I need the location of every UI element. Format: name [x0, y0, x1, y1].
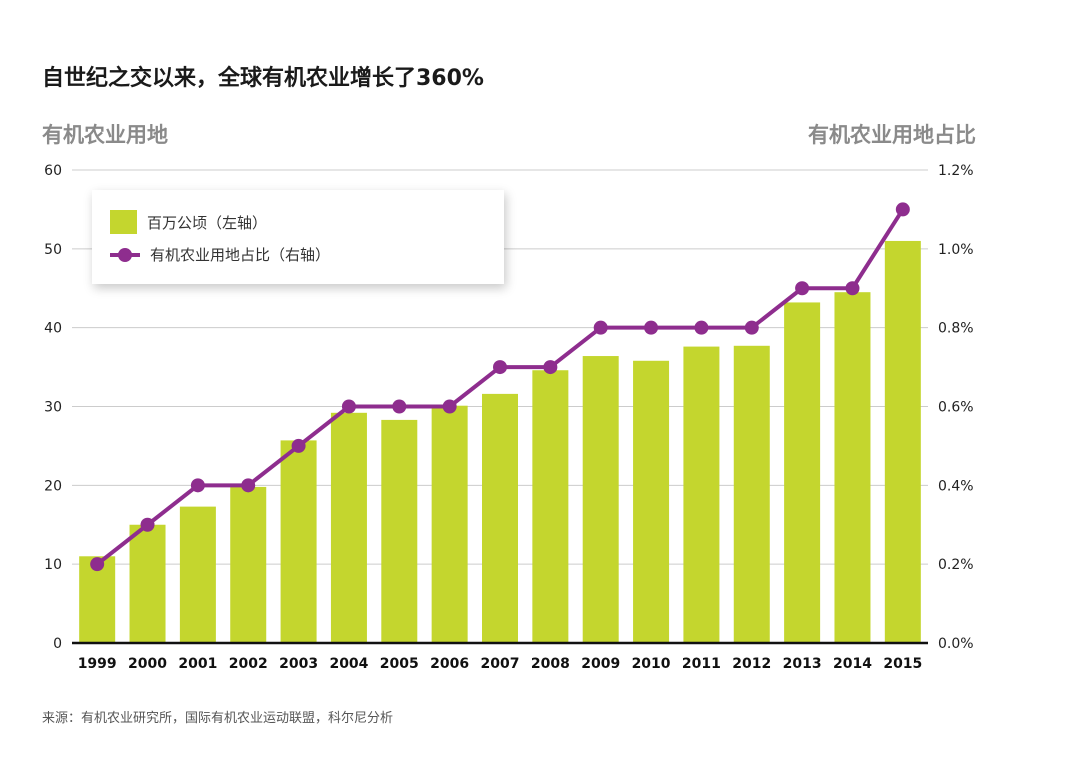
share-point	[543, 360, 558, 375]
right-tick-label: 0.2%	[938, 557, 974, 573]
bar	[733, 345, 770, 643]
right-tick-label: 0.6%	[938, 400, 974, 416]
left-tick-label: 0	[53, 636, 62, 652]
bar	[784, 302, 821, 643]
right-axis-title: 有机农业用地占比	[808, 123, 976, 147]
left-tick-label: 40	[44, 321, 62, 337]
share-point	[895, 202, 910, 217]
right-tick-label: 0.8%	[938, 321, 974, 337]
share-point	[442, 399, 457, 414]
x-tick-label: 2005	[380, 656, 419, 672]
share-point	[593, 320, 608, 335]
share-point	[392, 399, 407, 414]
x-tick-label: 2015	[883, 656, 922, 672]
x-tick-label: 2008	[531, 656, 570, 672]
bar	[381, 419, 418, 643]
x-tick-label: 2012	[732, 656, 771, 672]
x-tick-label: 2003	[279, 656, 318, 672]
bar	[230, 486, 267, 643]
bar	[431, 405, 468, 643]
bar	[834, 292, 871, 643]
share-point	[241, 478, 256, 493]
share-point	[140, 517, 155, 532]
left-tick-label: 30	[44, 400, 62, 416]
share-point	[341, 399, 356, 414]
share-point	[90, 557, 105, 572]
bar	[884, 240, 921, 643]
x-tick-label: 2014	[833, 656, 872, 672]
share-point	[493, 360, 507, 375]
share-point	[845, 281, 860, 296]
bar	[280, 440, 317, 643]
bar	[633, 360, 670, 643]
legend-item-line: 有机农业用地占比（右轴）	[110, 244, 330, 265]
right-tick-label: 0.0%	[938, 636, 974, 652]
right-tick-label: 0.4%	[938, 478, 974, 494]
x-tick-label: 2001	[178, 656, 217, 672]
x-tick-label: 2013	[783, 656, 822, 672]
left-tick-label: 60	[44, 163, 62, 179]
x-tick-label: 2006	[430, 656, 469, 672]
bar	[683, 346, 720, 643]
share-point	[795, 281, 810, 296]
bar	[482, 393, 518, 643]
legend-line-swatch	[110, 245, 140, 265]
legend-item-bars: 百万公顷（左轴）	[110, 210, 267, 234]
left-tick-label: 20	[44, 478, 62, 494]
x-tick-label: 2004	[329, 656, 368, 672]
bar	[582, 356, 619, 643]
x-tick-label: 2009	[581, 656, 620, 672]
legend-line-label: 有机农业用地占比（右轴）	[150, 246, 331, 264]
source-note: 来源：有机农业研究所，国际有机农业运动联盟，科尔尼分析	[42, 711, 394, 726]
legend-bar-swatch	[110, 210, 137, 234]
left-axis-title: 有机农业用地	[42, 123, 168, 147]
share-point	[744, 320, 759, 335]
x-tick-label: 2007	[481, 656, 520, 672]
x-tick-label: 1999	[78, 656, 117, 672]
bar	[532, 370, 569, 643]
x-tick-label: 2011	[682, 656, 721, 672]
x-tick-label: 2000	[128, 656, 167, 672]
share-point	[291, 438, 306, 453]
share-point	[694, 320, 709, 335]
legend: 百万公顷（左轴） 有机农业用地占比（右轴）	[92, 190, 504, 284]
right-tick-label: 1.2%	[938, 163, 974, 179]
legend-bar-label: 百万公顷（左轴）	[147, 213, 268, 232]
bar	[330, 412, 367, 643]
x-tick-label: 2010	[632, 656, 671, 672]
left-tick-label: 50	[44, 242, 62, 258]
left-tick-label: 10	[44, 557, 62, 573]
right-tick-label: 1.0%	[938, 242, 974, 258]
share-point	[644, 320, 659, 335]
x-tick-label: 2002	[229, 656, 268, 672]
chart-title: 自世纪之交以来，全球有机农业增长了360%	[42, 66, 484, 91]
bar	[179, 506, 216, 643]
bar	[129, 524, 166, 643]
share-point	[190, 478, 205, 493]
